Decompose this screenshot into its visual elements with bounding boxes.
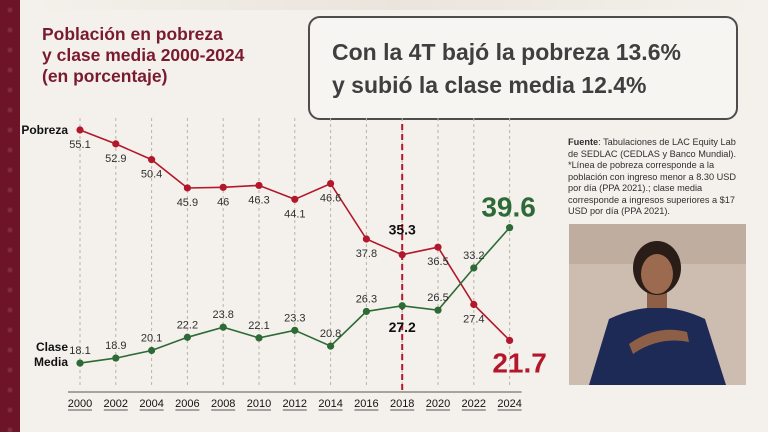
pobreza-point-2016	[362, 235, 370, 243]
x-tick-2022: 2022	[462, 398, 486, 410]
pobreza-label-2004: 50.4	[141, 169, 162, 181]
top-decorative-strip	[20, 0, 768, 10]
series-name-media: Media	[34, 355, 68, 369]
clase-media-label-2022: 33.2	[463, 250, 484, 262]
clase-media-point-2008	[219, 323, 227, 331]
pobreza-point-2014	[327, 179, 335, 188]
pobreza-point-2024	[506, 336, 514, 345]
clase-media-point-2022	[470, 264, 478, 272]
x-tick-2016: 2016	[354, 398, 378, 410]
source-text: : Tabulaciones de LAC Equity Lab de SEDL…	[568, 137, 736, 159]
title-line-1: Población en pobreza	[42, 24, 223, 44]
pobreza-point-2020	[434, 243, 442, 251]
clase-media-label-2004: 20.1	[141, 333, 162, 345]
x-tick-2020: 2020	[426, 398, 450, 410]
title-line-2: y clase media 2000-2024	[42, 45, 245, 65]
x-tick-2002: 2002	[104, 398, 128, 410]
clase-media-point-2020	[434, 306, 442, 314]
clase-media-label-2012: 23.3	[284, 312, 305, 324]
x-tick-2006: 2006	[175, 398, 199, 410]
clase-media-label-2014: 20.8	[320, 328, 341, 340]
series-name-pobreza: Pobreza	[21, 123, 68, 137]
x-tick-2014: 2014	[318, 398, 342, 410]
clase-media-label-2020: 26.5	[427, 292, 448, 304]
x-tick-2018: 2018	[390, 398, 414, 410]
clase-media-label-2018: 27.2	[389, 319, 416, 335]
pobreza-label-2012: 44.1	[284, 208, 305, 220]
pobreza-label-2018: 35.3	[389, 222, 416, 238]
clase-media-label-2024: 39.6	[481, 192, 536, 223]
clase-media-point-2024	[506, 224, 514, 232]
x-tick-2004: 2004	[139, 398, 163, 410]
clase-media-label-2006: 22.2	[177, 319, 198, 331]
source-note: Fuente: Tabulaciones de LAC Equity Lab d…	[568, 137, 748, 218]
pobreza-point-2006	[183, 184, 191, 192]
pobreza-point-2012	[291, 195, 299, 203]
pobreza-point-2022	[470, 300, 478, 309]
clase-media-point-2016	[362, 307, 370, 316]
pobreza-label-2024: 21.7	[492, 347, 547, 378]
clase-media-point-2014	[327, 342, 335, 350]
clase-media-point-2004	[148, 346, 156, 355]
interpreter-figure	[569, 224, 746, 385]
left-decorative-band	[0, 0, 20, 432]
x-tick-2008: 2008	[211, 398, 235, 410]
clase-media-point-2010	[255, 334, 263, 342]
headline-line-1: Con la 4T bajó la pobreza 13.6%	[332, 39, 681, 65]
x-tick-2012: 2012	[283, 398, 307, 410]
pobreza-label-2000: 55.1	[69, 139, 90, 151]
chart-title: Población en pobreza y clase media 2000-…	[42, 24, 302, 87]
headline-line-2: y subió la clase media 12.4%	[332, 72, 647, 98]
pobreza-label-2010: 46.3	[248, 194, 269, 206]
pobreza-point-2000	[76, 126, 84, 134]
pobreza-label-2020: 36.5	[427, 256, 448, 268]
pobreza-point-2008	[219, 183, 227, 191]
title-line-3: (en porcentaje)	[42, 66, 168, 86]
clase-media-label-2008: 23.8	[212, 309, 233, 321]
source-label: Fuente	[568, 137, 599, 147]
clase-media-label-2010: 22.1	[248, 320, 269, 332]
pobreza-point-2002	[112, 140, 120, 148]
sign-language-interpreter-video	[569, 224, 746, 385]
clase-media-label-2002: 18.9	[105, 340, 126, 352]
pobreza-label-2022: 27.4	[463, 314, 484, 326]
clase-media-point-2000	[76, 359, 84, 367]
x-tick-2010: 2010	[247, 398, 271, 410]
pobreza-point-2010	[255, 181, 263, 190]
clase-media-point-2012	[291, 326, 299, 334]
headline-box: Con la 4T bajó la pobreza 13.6% y subió …	[308, 16, 738, 120]
pobreza-label-2016: 37.8	[356, 248, 377, 260]
pobreza-label-2014: 46.6	[320, 193, 341, 205]
clase-media-label-2016: 26.3	[356, 293, 377, 305]
clase-media-point-2018	[398, 302, 406, 310]
x-tick-2024: 2024	[497, 398, 521, 410]
pobreza-point-2018	[398, 251, 406, 259]
pobreza-label-2002: 52.9	[105, 153, 126, 165]
x-tick-2000: 2000	[68, 398, 92, 410]
clase-media-label-2000: 18.1	[69, 345, 90, 357]
clase-media-point-2006	[183, 333, 191, 341]
pobreza-label-2008: 46	[217, 196, 229, 208]
pobreza-point-2004	[148, 156, 156, 164]
source-footnote: *Línea de pobreza corresponde a la pobla…	[568, 160, 737, 216]
pobreza-label-2006: 45.9	[177, 197, 198, 209]
series-name-clase: Clase	[36, 340, 68, 354]
clase-media-point-2002	[112, 354, 120, 362]
